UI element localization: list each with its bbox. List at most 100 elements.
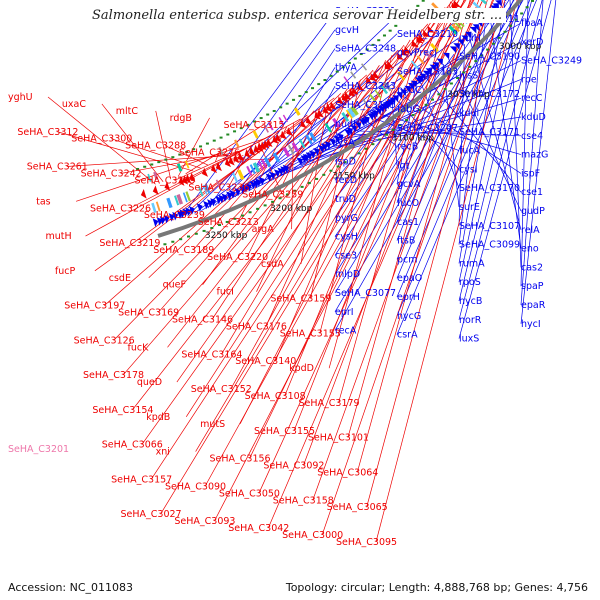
gene-label[interactable]: fucI — [217, 287, 234, 298]
gene-label[interactable]: SeHA_C3220 — [207, 252, 268, 263]
gene-label[interactable]: kpdD — [289, 363, 314, 374]
gene-label[interactable]: SeHA_C3183 — [397, 66, 458, 77]
gene-label[interactable]: SeHA_C3027 — [121, 509, 182, 520]
gene-label[interactable]: rpoS — [459, 277, 481, 288]
gene-label[interactable]: ispD — [335, 156, 356, 167]
gene-label[interactable]: SeHA_C3259 — [242, 189, 303, 200]
gene-label[interactable]: xerD — [521, 37, 543, 48]
gene-label[interactable]: cas1 — [397, 217, 419, 228]
gene-label[interactable]: SeHA_C3269 — [135, 175, 196, 186]
gene-label[interactable]: fucA — [459, 146, 481, 157]
gene-label[interactable]: SeHA_C3242 — [81, 168, 142, 179]
gene-label[interactable]: fbaA — [521, 18, 543, 29]
gene-label[interactable]: fucO — [397, 198, 419, 209]
gene-label[interactable]: argA — [252, 224, 275, 235]
gene-label[interactable]: recC — [521, 93, 543, 104]
gene-label[interactable]: gudP — [521, 206, 545, 217]
gene-label[interactable]: gcvH — [335, 25, 359, 36]
gene-label[interactable]: SeHA_C3219 — [99, 238, 160, 249]
gene-label[interactable]: SeHA_C3101 — [308, 433, 369, 444]
gene-label[interactable]: SeHA_C3146 — [172, 315, 233, 326]
gene-label[interactable]: SeHA_C3210 — [397, 29, 458, 40]
gene-label[interactable]: SeHA_C3156 — [210, 454, 271, 465]
gene-label[interactable]: SeHA_C3169 — [118, 308, 179, 319]
gene-label[interactable]: SeHA_C3171 — [459, 127, 520, 138]
gene-label[interactable]: SeHA_C3050 — [219, 488, 280, 499]
gene-label[interactable]: csdA — [261, 259, 284, 270]
gene-label[interactable]: SeHA_C3077 — [335, 288, 396, 299]
gene-label[interactable]: cse1 — [521, 187, 543, 198]
gene-label[interactable]: norR — [459, 315, 482, 326]
gene-label[interactable]: SeHA_C3276 — [179, 148, 240, 159]
gene-label[interactable]: mutS — [200, 419, 225, 430]
gene-label[interactable]: cysH — [335, 232, 358, 243]
gene-label[interactable]: lgt — [397, 160, 410, 171]
gene-label[interactable]: mltC — [116, 106, 139, 117]
gene-label[interactable]: SeHA_C3207 — [397, 123, 458, 134]
gene-label[interactable]: SeHA_C3165 — [335, 100, 396, 111]
gene-label[interactable]: SeHA_C3095 — [336, 537, 397, 548]
gene-label[interactable]: tas — [36, 196, 51, 207]
gene-label[interactable]: SeHA_C3157 — [111, 474, 172, 485]
gene-label[interactable]: rpe — [521, 74, 537, 85]
gene-label[interactable]: hycB — [459, 296, 482, 307]
gene-label[interactable]: pyrG — [335, 213, 358, 224]
gene-label[interactable]: SeHA_C3179 — [299, 398, 360, 409]
gene-label[interactable]: SeHA_C3042 — [228, 523, 289, 534]
gene-label[interactable]: SeHA_C3189 — [153, 245, 214, 256]
gene-label[interactable]: SeHA_C3064 — [317, 467, 378, 478]
gene-label[interactable]: SeHA_C3176 — [226, 321, 287, 332]
gene-label[interactable]: lysS — [459, 70, 478, 81]
gene-label[interactable]: recD — [335, 175, 357, 186]
gene-label[interactable]: SeHA_C3164 — [181, 349, 242, 360]
gene-label[interactable]: uxaC — [62, 99, 86, 110]
gene-label[interactable]: fucP — [55, 266, 76, 277]
gene-label[interactable]: kpdB — [146, 412, 170, 423]
gene-label[interactable]: SeHA_C3239 — [144, 210, 205, 221]
gene-label[interactable]: mutH — [46, 231, 72, 242]
gene-label[interactable]: SeHA_C3249 — [521, 56, 582, 67]
gene-label[interactable]: hycI — [521, 319, 541, 330]
gene-label[interactable]: yghU — [8, 92, 33, 103]
gene-label[interactable]: SeHA_C3152 — [191, 384, 252, 395]
gene-label[interactable]: luxS — [459, 334, 479, 345]
gene-label[interactable]: thyA — [335, 62, 357, 73]
gene-label[interactable]: SeHA_C3243 — [335, 81, 396, 92]
gene-label[interactable]: relA — [521, 225, 540, 236]
gene-label[interactable]: queF — [163, 280, 186, 291]
gene-label[interactable]: SeHA_C3261 — [27, 162, 88, 173]
gene-label[interactable]: gcvPrecJ — [397, 48, 437, 59]
gene-label[interactable]: SeHA_C3093 — [174, 516, 235, 527]
gene-label[interactable]: spaP — [521, 281, 544, 292]
gene-label[interactable]: kdul — [459, 108, 479, 119]
gene-label[interactable]: SeHA_C3197 — [64, 301, 125, 312]
gene-label[interactable]: fabG — [397, 104, 420, 115]
gene-label[interactable]: fucK — [128, 342, 150, 353]
gene-label[interactable]: kduD — [521, 112, 546, 123]
gene-label[interactable]: eno — [521, 244, 539, 255]
gene-label[interactable]: SeHA_C3172 — [459, 89, 520, 100]
gene-label[interactable]: SeHA_C3092 — [263, 461, 324, 472]
gene-label[interactable]: queD — [137, 377, 162, 388]
gene-label[interactable]: cysI — [459, 164, 478, 175]
gene-label[interactable]: hycG — [397, 311, 421, 322]
gene-label[interactable]: epaO — [397, 273, 422, 284]
gene-label[interactable]: SeHA_C3090 — [165, 481, 226, 492]
gene-label[interactable]: SeHA_C3159 — [270, 294, 331, 305]
gene-label[interactable]: rumA — [459, 258, 485, 269]
gene-label[interactable]: SeHA_C3108 — [245, 391, 306, 402]
gene-label[interactable]: nudH — [335, 119, 360, 130]
gene-label[interactable]: recA — [335, 326, 357, 337]
gene-label[interactable]: SeHA_C3126 — [74, 335, 135, 346]
gene-label[interactable]: rdgB — [170, 113, 192, 124]
gene-label[interactable]: SeHA_C3315 — [224, 120, 285, 131]
gene-label[interactable]: cas2 — [521, 262, 543, 273]
gene-label[interactable]: SeHA_C3066 — [102, 440, 163, 451]
gene-label[interactable]: SeHA_C3312 — [17, 127, 78, 138]
gene-label[interactable]: csrA — [397, 330, 418, 341]
gene-label[interactable]: SeHA_C3155 — [254, 426, 315, 437]
gene-label[interactable]: ubiH — [459, 33, 481, 44]
gene-label[interactable]: SeHA_C3248 — [335, 44, 396, 55]
gene-label[interactable]: surE — [459, 202, 480, 213]
gene-label[interactable]: SeHA_C3107 — [459, 221, 520, 232]
